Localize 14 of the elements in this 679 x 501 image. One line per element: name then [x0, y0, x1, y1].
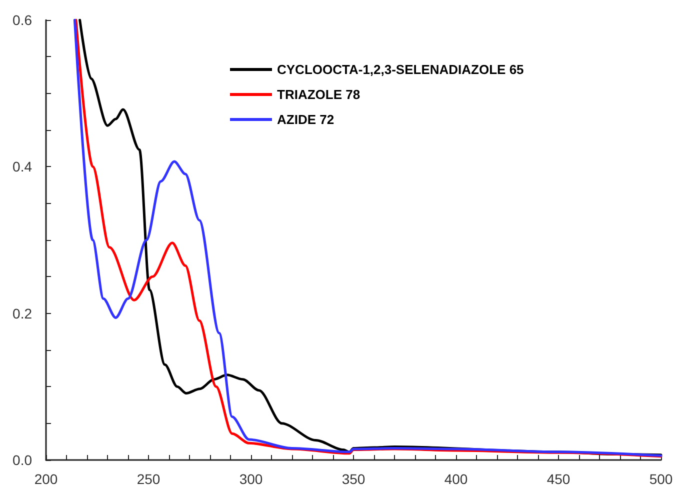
x-tick-label: 500 — [649, 471, 673, 487]
x-tick-label: 250 — [136, 471, 160, 487]
y-tick-label: 0.0 — [12, 452, 32, 468]
x-tick-label: 350 — [342, 471, 366, 487]
legend-label: CYCLOOCTA-1,2,3-SELENADIAZOLE 65 — [277, 62, 524, 77]
x-tick-label: 450 — [546, 471, 570, 487]
legend-label: TRIAZOLE 78 — [277, 87, 360, 102]
y-tick-label: 0.6 — [12, 12, 32, 28]
y-tick-label: 0.4 — [12, 158, 32, 175]
x-tick-label: 300 — [239, 471, 263, 487]
x-tick-label: 400 — [444, 471, 468, 487]
y-tick-label: 0.2 — [12, 305, 32, 322]
x-tick-label: 200 — [34, 471, 58, 487]
legend-label: AZIDE 72 — [277, 112, 334, 127]
